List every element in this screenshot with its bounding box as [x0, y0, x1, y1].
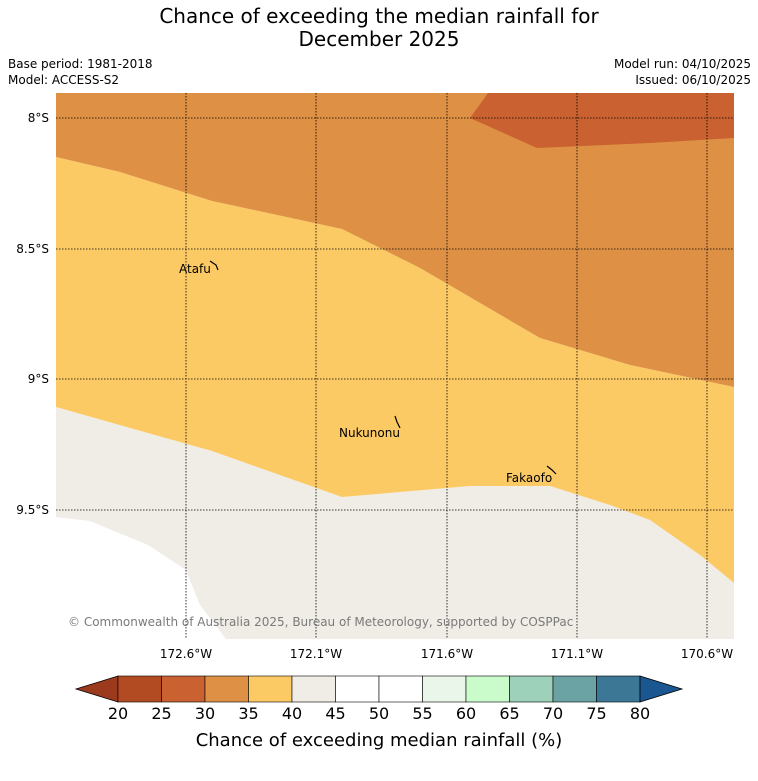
band-40-45 — [56, 407, 734, 639]
colorbar-tick-25: 25 — [151, 704, 172, 723]
lon-label-172-6: 172.6°W — [159, 647, 213, 661]
colorbar-segment-60-65 — [465, 675, 510, 703]
band-30-35 — [56, 93, 734, 387]
colorbar-label: Chance of exceeding median rainfall (%) — [195, 730, 563, 751]
colorbar-segment-75-80 — [596, 675, 641, 703]
lat-label-8: 8°S — [27, 111, 49, 125]
colorbar-tick-20: 20 — [107, 704, 129, 723]
colorbar-under-arrow — [74, 675, 119, 703]
model-text: Model: ACCESS-S2 — [8, 73, 120, 87]
chart-title: Chance of exceeding the median rainfall … — [0, 5, 758, 51]
colorbar-tick-60: 60 — [455, 704, 477, 723]
colorbar-tick-50: 50 — [368, 704, 390, 723]
copyright-text: © Commonwealth of Australia 2025, Bureau… — [68, 615, 573, 629]
band-35-40 — [56, 157, 734, 583]
place-label-atafu: Atafu — [179, 262, 211, 276]
colorbar-tick-70: 70 — [542, 704, 564, 723]
issued-text: Issued: 06/10/2025 — [635, 73, 751, 87]
lon-label-171-6: 171.6°W — [420, 647, 474, 661]
colorbar-segment-70-75 — [552, 675, 597, 703]
model-run-text: Model run: 04/10/2025 — [613, 57, 751, 71]
lon-label-171-1: 171.1°W — [550, 647, 604, 661]
meta-left: Base period: 1981-2018 Model: ACCESS-S2 — [8, 56, 153, 88]
place-label-fakaofo: Fakaofo — [506, 471, 552, 485]
nukunonu-atoll — [394, 415, 401, 429]
colorbar — [74, 675, 684, 703]
fakaofo-atoll — [546, 465, 557, 475]
colorbar-segment-45-50 — [335, 675, 380, 703]
lon-label-172-1: 172.1°W — [289, 647, 343, 661]
colorbar-segment-20-25 — [117, 675, 162, 703]
atafu-atoll — [209, 260, 219, 271]
lat-label-9-5: 9.5°S — [16, 503, 49, 517]
band-25-30 — [470, 93, 734, 148]
longitude-gridlines — [185, 93, 708, 639]
colorbar-segment-30-35 — [204, 675, 249, 703]
colorbar-over-arrow — [639, 675, 684, 703]
title-line-2: December 2025 — [298, 27, 460, 51]
colorbar-segment-40-45 — [291, 675, 336, 703]
colorbar-tick-45: 45 — [325, 704, 346, 723]
colorbar-tick-35: 35 — [238, 704, 259, 723]
base-period-text: Base period: 1981-2018 — [8, 57, 153, 71]
latitude-gridlines — [56, 117, 734, 511]
colorbar-segment-50-55 — [378, 675, 423, 703]
lat-label-9: 9°S — [27, 372, 49, 386]
title-line-1: Chance of exceeding the median rainfall … — [159, 4, 599, 28]
colorbar-tick-80: 80 — [629, 704, 651, 723]
colorbar-tick-65: 65 — [499, 704, 520, 723]
colorbar-segment-35-40 — [248, 675, 293, 703]
colorbar-tick-40: 40 — [281, 704, 303, 723]
lon-label-170-6: 170.6°W — [680, 647, 734, 661]
colorbar-tick-30: 30 — [194, 704, 216, 723]
colorbar-tick-75: 75 — [586, 704, 607, 723]
colorbar-segment-65-70 — [509, 675, 554, 703]
colorbar-segment-25-30 — [161, 675, 206, 703]
colorbar-tick-55: 55 — [412, 704, 433, 723]
place-label-nukunonu: Nukunonu — [339, 426, 400, 440]
lat-label-8-5: 8.5°S — [16, 242, 49, 256]
meta-right: Model run: 04/10/2025 Issued: 06/10/2025 — [614, 56, 751, 88]
colorbar-segment-55-60 — [422, 675, 467, 703]
